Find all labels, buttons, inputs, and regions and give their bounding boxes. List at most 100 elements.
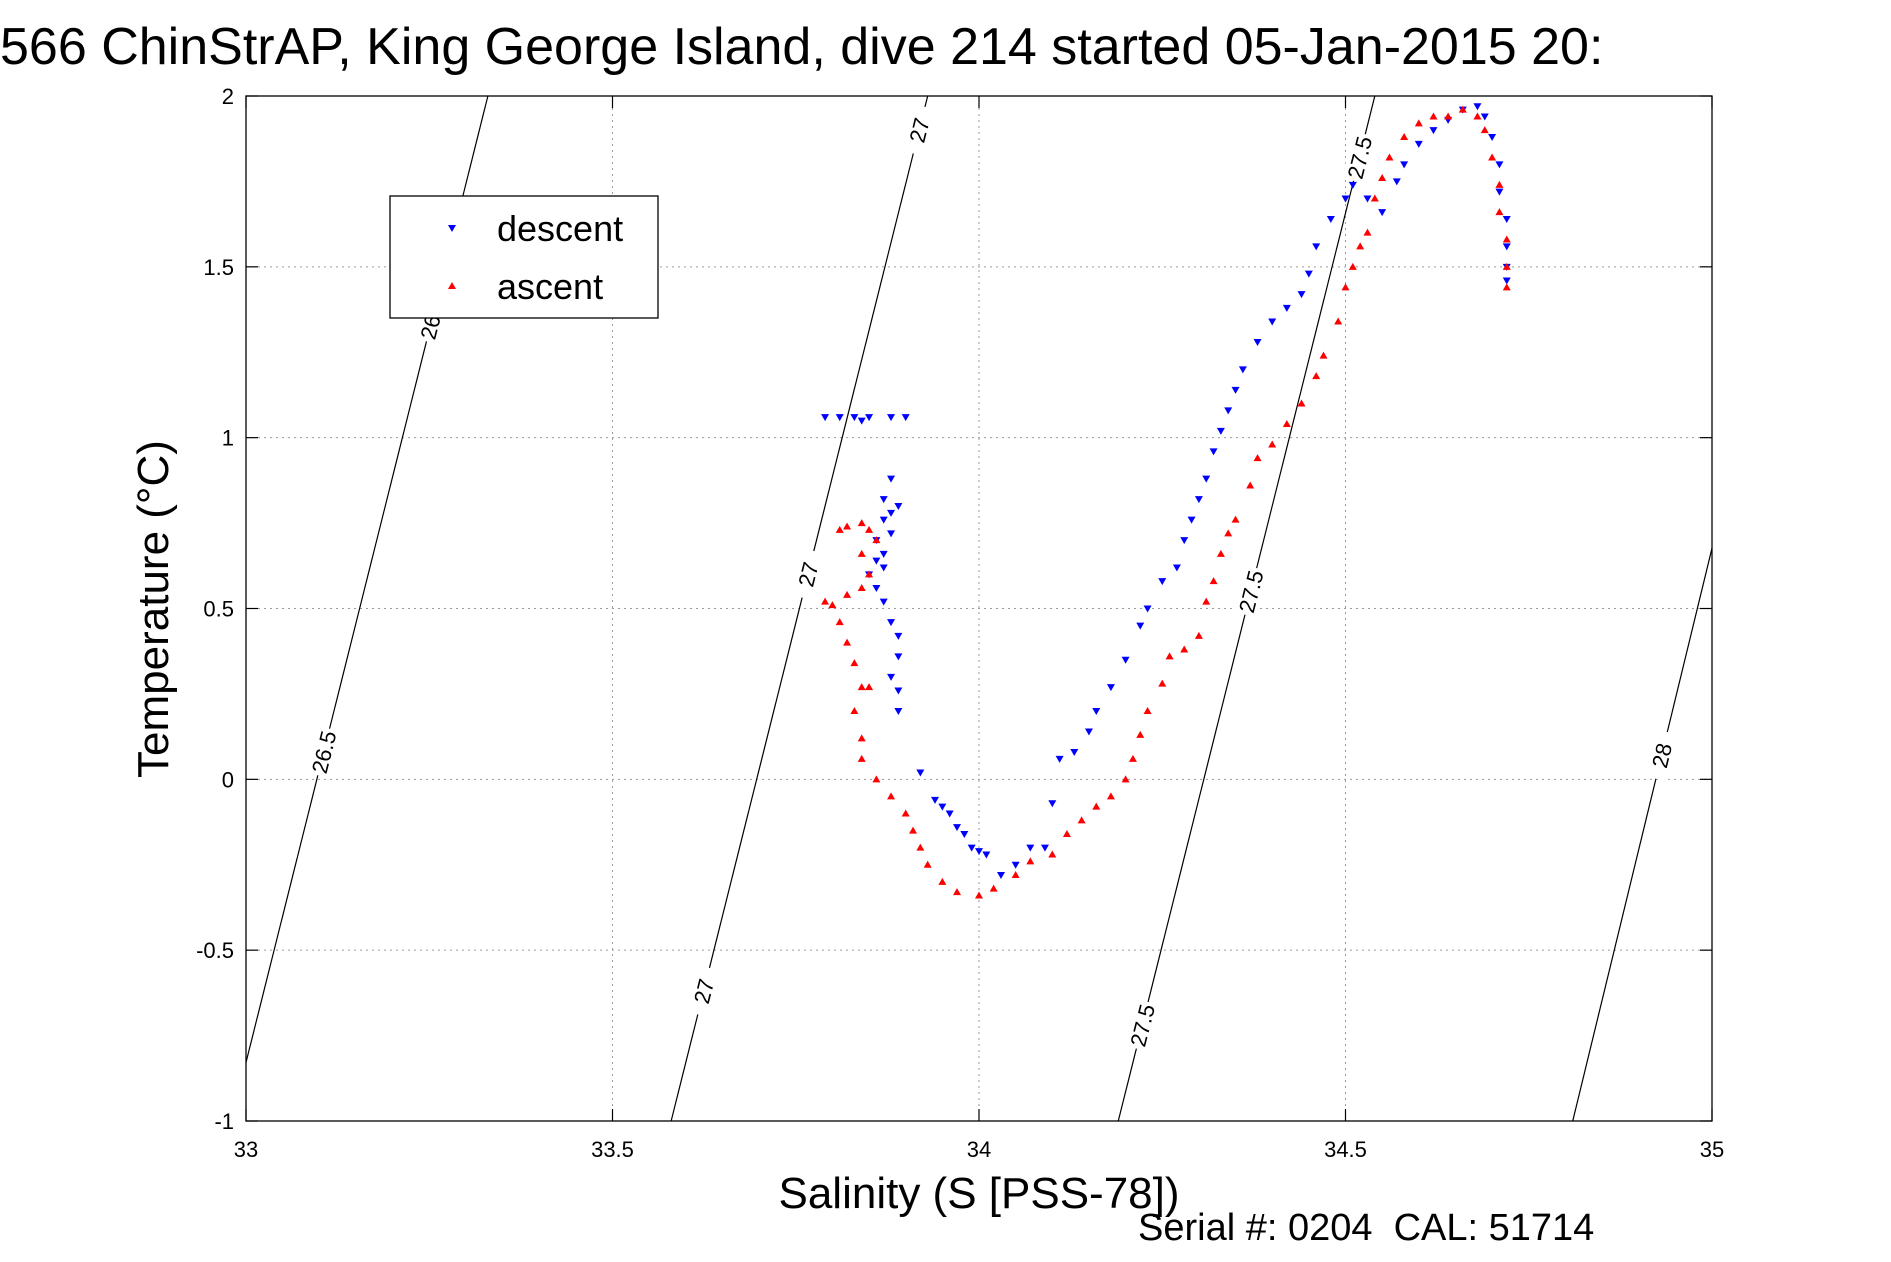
ascent-series [821, 105, 1511, 899]
descent-point [1048, 800, 1057, 808]
y-tick-label: -1 [214, 1109, 234, 1134]
descent-point [945, 810, 954, 818]
ascent-point [857, 754, 866, 762]
legend-ascent-label: ascent [497, 266, 603, 307]
descent-point [1341, 195, 1350, 203]
legend-descent-marker [448, 225, 456, 232]
ascent-point [850, 707, 859, 714]
isopycnal-label-bg [686, 964, 722, 1018]
ascent-point [1488, 153, 1497, 161]
ascent-point [916, 843, 925, 851]
ascent-point [953, 888, 962, 896]
descent-point [857, 417, 866, 425]
descent-point [1282, 304, 1291, 312]
descent-point [982, 851, 991, 859]
ascent-point [1312, 372, 1321, 380]
ascent-point [1224, 529, 1233, 537]
ascent-point [1048, 850, 1057, 858]
ascent-point [1363, 228, 1372, 236]
ascent-point [1246, 481, 1255, 489]
descent-point [1187, 516, 1196, 524]
descent-point [894, 632, 903, 640]
ascent-point [1444, 112, 1453, 120]
ascent-point [1202, 597, 1211, 605]
x-tick-label: 34.5 [1324, 1137, 1367, 1162]
descent-point [821, 414, 830, 422]
y-axis-label: Temperature (°C) [129, 440, 178, 778]
descent-point [1502, 243, 1511, 251]
y-tick-label: -0.5 [196, 938, 234, 963]
isopycnal-label: 27.5 [1234, 568, 1269, 616]
descent-point [916, 769, 925, 777]
descent-point [1209, 448, 1218, 456]
ascent-point [923, 860, 932, 868]
ascent-point [1378, 174, 1387, 181]
descent-point [1495, 161, 1504, 169]
ascent-point [1385, 153, 1394, 161]
x-tick-label: 34 [967, 1137, 991, 1162]
descent-point [1502, 216, 1511, 223]
descent-point [996, 872, 1005, 879]
ascent-point [1128, 754, 1137, 762]
x-tick-label: 33 [234, 1137, 258, 1162]
isopycnal-label-bg [1233, 565, 1269, 618]
descent-point [879, 496, 888, 504]
descent-series [821, 103, 1511, 879]
descent-point [1429, 127, 1438, 135]
descent-point [1326, 216, 1335, 223]
descent-point [931, 796, 940, 804]
descent-point [887, 673, 896, 681]
descent-point [879, 550, 888, 558]
ascent-point [1121, 775, 1130, 783]
isopycnal-label: 27 [905, 115, 935, 145]
ascent-point [1194, 631, 1203, 639]
descent-point [1378, 209, 1387, 217]
legend-descent-label: descent [497, 208, 623, 249]
ascent-point [1319, 351, 1328, 359]
ascent-point [1341, 283, 1350, 291]
descent-point [1488, 134, 1497, 141]
ascent-point [887, 792, 896, 800]
descent-point [1392, 178, 1401, 186]
descent-point [887, 530, 896, 538]
descent-point [1495, 188, 1504, 196]
descent-point [1055, 755, 1064, 763]
ascent-point [857, 683, 866, 691]
ascent-point [1502, 235, 1511, 243]
ascent-point [1165, 652, 1174, 660]
ascent-point [1400, 133, 1409, 140]
descent-point [879, 516, 888, 524]
descent-point [1084, 728, 1093, 736]
y-tick-label: 1 [222, 426, 234, 451]
ascent-point [1253, 454, 1262, 462]
ascent-point [938, 877, 947, 885]
descent-point [1348, 181, 1357, 189]
x-axis-label: Salinity (S [PSS-78]) [778, 1169, 1179, 1218]
ascent-point [843, 638, 852, 646]
descent-point [1180, 537, 1189, 545]
descent-point [894, 653, 903, 661]
ascent-point [1502, 283, 1511, 291]
legend-box [389, 195, 659, 319]
ascent-point [909, 826, 918, 834]
descent-point [1121, 656, 1130, 664]
descent-point [850, 414, 859, 422]
descent-point [1202, 475, 1211, 483]
ascent-point [1026, 857, 1035, 865]
descent-point [1194, 496, 1203, 504]
descent-point [1143, 605, 1152, 613]
descent-point [1092, 708, 1101, 715]
ascent-point [1209, 577, 1218, 585]
ascent-point [1062, 830, 1071, 837]
descent-point [1502, 277, 1511, 285]
serial-cal-footer: Serial #: 0204 CAL: 51714 [1138, 1207, 1594, 1249]
ascent-point [1077, 816, 1086, 824]
x-axis-ticks: 33 33.5 34 34.5 35 [234, 96, 1724, 1162]
ascent-point [857, 584, 866, 591]
ascent-point [1136, 730, 1145, 738]
ascent-point [872, 775, 881, 783]
ascent-point [1356, 242, 1365, 250]
descent-point [1172, 564, 1181, 572]
y-tick-label: 0 [222, 767, 234, 792]
